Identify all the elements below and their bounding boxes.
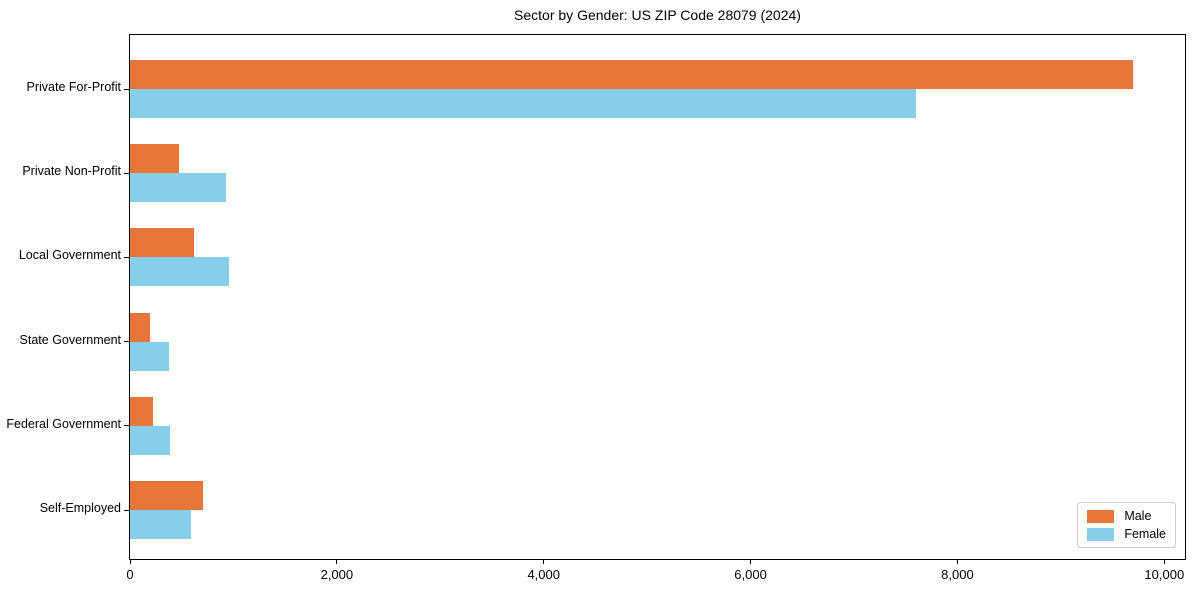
x-tick-mark xyxy=(543,559,545,564)
x-tick-mark xyxy=(129,559,131,564)
y-tick-mark xyxy=(124,509,130,511)
plot-area: 0 2,000 4,000 6,000 8,000 10,000 Male Female xyxy=(124,34,1186,582)
y-tick-label-local-government: Local Government xyxy=(18,248,121,263)
x-tick-mark xyxy=(336,559,338,564)
x-tick-mark xyxy=(750,559,752,564)
x-tick-label-0: 0 xyxy=(126,567,134,582)
y-tick-label-private-non-profit: Private Non-Profit xyxy=(22,164,121,179)
x-tick-label-10000: 10,000 xyxy=(1144,567,1185,582)
bar-male-state-government xyxy=(130,312,150,342)
legend-label-female: Female xyxy=(1124,527,1166,541)
y-tick-mark xyxy=(124,256,130,258)
bar-female-federal-government xyxy=(130,425,170,455)
y-tick-label-federal-government: Federal Government xyxy=(6,416,121,431)
bar-female-private-for-profit xyxy=(130,89,917,118)
y-tick-label-self-employed: Self-Employed xyxy=(39,501,121,515)
bar-male-private-non-profit xyxy=(130,144,179,174)
legend-swatch-male xyxy=(1087,509,1115,523)
bar-male-self-employed xyxy=(130,481,204,510)
x-tick-label-4000: 4,000 xyxy=(527,567,560,582)
legend-item-male: Male xyxy=(1087,509,1166,523)
chart-title: Sector by Gender: US ZIP Code 28079 (202… xyxy=(514,7,801,23)
legend-item-female: Female xyxy=(1087,527,1166,541)
legend: Male Female xyxy=(1077,502,1176,548)
x-tick-mark xyxy=(956,559,958,564)
bar-female-local-government xyxy=(130,257,230,287)
x-tick-label-2000: 2,000 xyxy=(320,567,354,582)
bar-female-state-government xyxy=(130,341,169,371)
y-tick-mark xyxy=(124,341,130,343)
x-tick-mark xyxy=(1163,559,1165,564)
bar-male-federal-government xyxy=(130,396,153,426)
y-tick-mark xyxy=(124,88,130,90)
bar-male-local-government xyxy=(130,228,195,258)
legend-swatch-female xyxy=(1087,527,1115,541)
y-tick-mark xyxy=(124,425,130,427)
legend-label-male: Male xyxy=(1124,509,1152,523)
bar-male-private-for-profit xyxy=(130,60,1134,89)
bar-female-self-employed xyxy=(130,510,192,539)
y-tick-label-state-government: State Government xyxy=(19,332,121,347)
x-tick-label-8000: 8,000 xyxy=(941,567,974,582)
bar-female-private-non-profit xyxy=(130,173,226,203)
y-tick-label-private-for-profit: Private For-Profit xyxy=(26,80,121,94)
y-tick-mark xyxy=(124,172,130,174)
x-tick-label-6000: 6,000 xyxy=(734,567,767,582)
